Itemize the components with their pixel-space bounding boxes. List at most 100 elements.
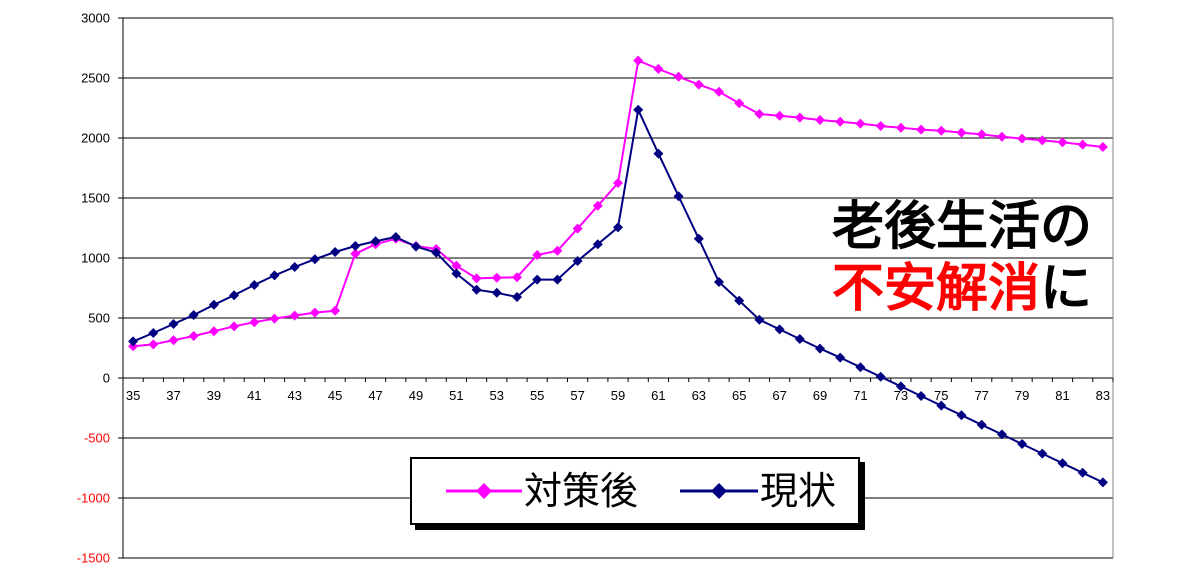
legend-label-series-2: 現状: [760, 469, 837, 513]
x-tick-label: 59: [611, 388, 625, 403]
series-1-point: [249, 317, 260, 328]
series-1-point: [208, 326, 219, 337]
series-2-point: [309, 254, 320, 265]
x-axis-tick-labels: 35 37 39 41 43 45 47 49 51 53 55 57 59 61 63 65 67 69 71 73…: [126, 388, 1110, 403]
series-1-point: [289, 310, 300, 321]
series-1-point: [835, 116, 846, 127]
series-1-point: [512, 272, 522, 283]
series-2-point: [168, 319, 179, 329]
series-1-point: [330, 305, 341, 316]
series-2-point: [471, 284, 482, 295]
series-2-point: [794, 334, 805, 344]
series-2-point: [572, 256, 583, 266]
series-2-point: [128, 336, 139, 347]
series-2-point: [188, 310, 199, 320]
series-1-point: [633, 55, 644, 66]
series-1-point: [552, 245, 563, 256]
series-2-point: [370, 236, 381, 247]
series-2-point: [693, 233, 704, 244]
series-1-point: [895, 122, 906, 133]
series-1-point: [309, 307, 320, 318]
x-tick-label: 55: [530, 388, 544, 403]
series-1-point: [976, 129, 987, 140]
x-tick-label: 79: [1015, 388, 1029, 403]
series-1-point: [673, 71, 684, 82]
series-1-point: [1097, 142, 1108, 152]
series-1: [128, 55, 1108, 352]
x-tick-label: 39: [207, 388, 221, 403]
series-2-point: [714, 277, 724, 287]
series-1-point: [1037, 135, 1048, 146]
series-2-point: [976, 419, 987, 430]
y-tick-label: -1500: [77, 551, 110, 566]
y-axis-tick-labels: 3000 2500 2000 1500 1000 500 0 -500 -1000 -1500: [77, 11, 110, 566]
x-tick-label: 53: [490, 388, 504, 403]
series-2-point: [815, 343, 825, 354]
series-2-point: [491, 287, 502, 298]
series-2-point: [148, 328, 159, 338]
y-tick-label: 500: [88, 311, 110, 326]
series-2-point: [1077, 467, 1088, 478]
series-1-point: [350, 248, 361, 259]
series-1-point: [1077, 139, 1088, 150]
series-1-point: [491, 272, 502, 283]
series-2-point: [956, 410, 967, 421]
series-2-point: [774, 324, 785, 335]
series-2-point: [552, 274, 563, 285]
series-2-point: [1017, 439, 1028, 449]
series-2-point: [875, 371, 886, 382]
series-1-point: [229, 321, 240, 332]
series-1-point: [774, 110, 785, 121]
series-2-point: [532, 274, 543, 285]
series-1-point: [1057, 137, 1068, 148]
y-tick-label: -1000: [77, 491, 110, 506]
series-2-point: [754, 314, 765, 325]
series-2-point: [512, 292, 522, 302]
x-tick-label: 65: [732, 388, 746, 403]
series-1-point: [815, 115, 825, 125]
y-tick-label: -500: [84, 431, 110, 446]
series-2-point: [996, 429, 1007, 440]
series-2-point: [1037, 448, 1048, 459]
series-1-point: [754, 109, 765, 119]
series-2-point: [613, 222, 623, 233]
legend-label-series-1: 対策後: [524, 469, 639, 513]
series-2-point: [269, 270, 280, 281]
series-1-point: [532, 250, 543, 260]
series-1-point: [1017, 133, 1028, 144]
x-tick-label: 47: [368, 388, 382, 403]
series-2-point: [734, 295, 745, 306]
x-tick-label: 51: [449, 388, 463, 403]
x-tick-label: 37: [166, 388, 180, 403]
series-2-point: [390, 232, 401, 242]
y-tick-label: 1000: [81, 251, 110, 266]
series-1-point: [592, 200, 603, 211]
series-1-point: [794, 112, 805, 123]
series-2-point: [855, 362, 866, 373]
y-tick-label: 3000: [81, 11, 110, 26]
series-2: [128, 104, 1108, 488]
series-1-point: [653, 64, 664, 74]
series-2-point: [835, 352, 846, 363]
series-1-point: [875, 121, 886, 131]
series-2-point: [249, 280, 260, 290]
series-2-point: [229, 290, 240, 301]
annotation-emphasis: 不安解消: [832, 259, 1041, 319]
x-tick-label: 69: [813, 388, 827, 403]
series-2-point: [208, 299, 219, 310]
x-tick-label: 83: [1096, 388, 1110, 403]
x-tick-label: 61: [651, 388, 665, 403]
series-2-point: [633, 104, 644, 115]
series-1-point: [451, 260, 462, 271]
x-tick-label: 41: [247, 388, 261, 403]
series-2-point: [330, 247, 341, 257]
x-tick-label: 43: [288, 388, 302, 403]
legend-diamond-line-icon: [680, 483, 758, 499]
series-2-point: [350, 241, 361, 251]
y-tick-label: 1500: [81, 191, 110, 206]
x-tick-label: 35: [126, 388, 140, 403]
series-1-point: [148, 339, 159, 350]
x-tick-label: 77: [974, 388, 988, 403]
series-layer: [128, 55, 1108, 488]
